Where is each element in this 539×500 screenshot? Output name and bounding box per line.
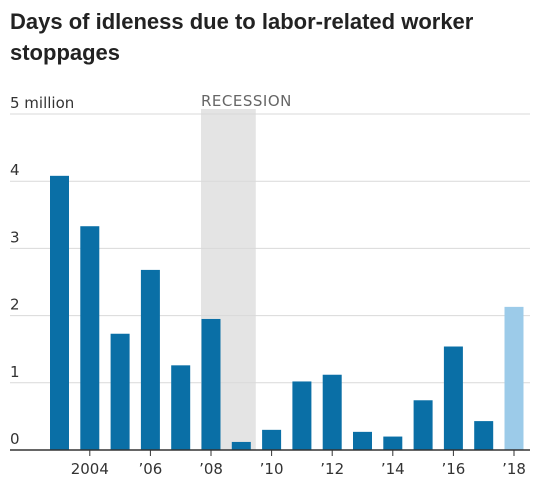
x-tick-label: ’12 bbox=[320, 460, 344, 478]
bar-2012 bbox=[322, 374, 342, 450]
y-tick-label: 5 million bbox=[10, 94, 74, 112]
bars bbox=[50, 175, 524, 450]
x-axis-ticks: 2004 ’06 ’08 ’10 ’12 ’14 ’16 ’18 bbox=[71, 450, 526, 478]
bar-2004 bbox=[80, 226, 100, 450]
bar-2009 bbox=[231, 441, 251, 450]
x-tick-label: ’08 bbox=[199, 460, 223, 478]
x-tick-label: ’18 bbox=[502, 460, 526, 478]
bar-2003 bbox=[50, 175, 69, 450]
recession-label: RECESSION bbox=[201, 92, 292, 110]
y-tick-label: 4 bbox=[10, 161, 20, 179]
x-tick-label: ’06 bbox=[138, 460, 162, 478]
bar-2018 bbox=[504, 306, 524, 450]
bar-2005 bbox=[110, 333, 130, 450]
bar-2011 bbox=[292, 381, 312, 450]
bar-2007 bbox=[171, 365, 191, 450]
y-tick-label: 2 bbox=[10, 296, 20, 314]
bar-2008 bbox=[201, 318, 221, 450]
chart-title: Days of idleness due to labor-related wo… bbox=[10, 9, 474, 65]
x-tick-label: ’16 bbox=[441, 460, 465, 478]
y-tick-label: 0 bbox=[10, 430, 20, 448]
x-tick-label: ’10 bbox=[260, 460, 284, 478]
y-tick-label: 1 bbox=[10, 363, 20, 381]
y-axis-labels: 0 1 2 3 4 5 million bbox=[10, 94, 74, 448]
bar-2014 bbox=[383, 436, 403, 450]
bar-2010 bbox=[262, 429, 282, 450]
x-tick-label: 2004 bbox=[71, 460, 109, 478]
y-tick-label: 3 bbox=[10, 228, 20, 246]
bar-2006 bbox=[140, 269, 160, 450]
bar-2013 bbox=[353, 431, 372, 450]
bar-2016 bbox=[443, 346, 463, 450]
bar-2017 bbox=[474, 421, 494, 450]
bar-2015 bbox=[413, 400, 433, 450]
x-tick-label: ’14 bbox=[381, 460, 405, 478]
